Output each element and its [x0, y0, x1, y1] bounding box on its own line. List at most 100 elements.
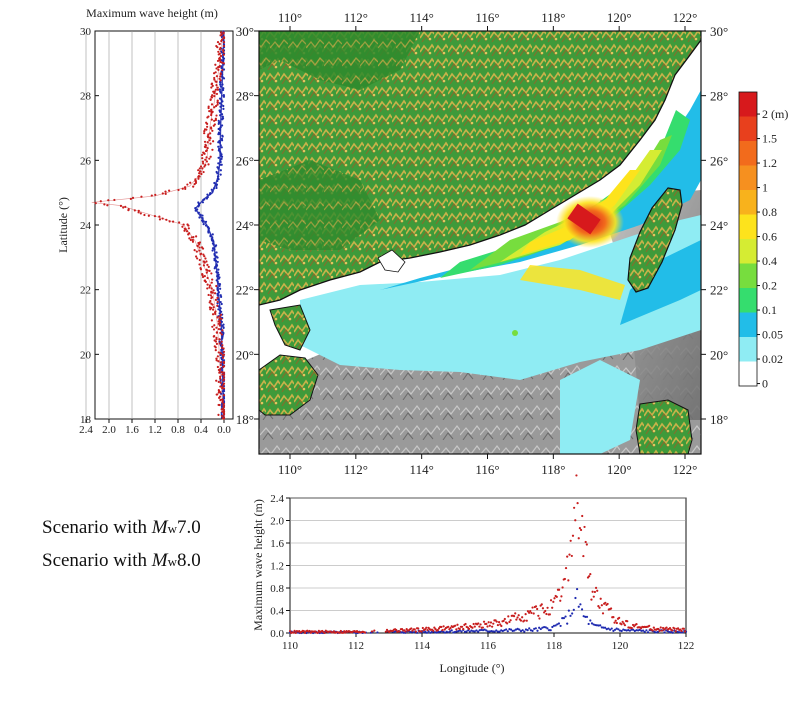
- bottom-data-point: [487, 621, 490, 624]
- bottom-data-point: [604, 626, 607, 629]
- bottom-data-point: [585, 543, 588, 546]
- left-data-point: [213, 292, 217, 295]
- bottom-data-point: [450, 629, 453, 632]
- left-data-point: [203, 279, 207, 282]
- left-data-point: [203, 130, 206, 133]
- left-data-point: [211, 247, 215, 250]
- bottom-data-point: [509, 619, 512, 622]
- bottom-data-point: [577, 605, 580, 608]
- left-data-point: [215, 114, 218, 117]
- bottom-data-point: [590, 598, 593, 601]
- bottom-y-tick-label: 2.0: [270, 516, 284, 528]
- left-data-point: [219, 31, 223, 34]
- left-data-point: [204, 257, 207, 260]
- left-data-point: [195, 255, 198, 258]
- left-data-point: [209, 142, 212, 145]
- bottom-data-point: [531, 606, 534, 609]
- left-data-point: [222, 104, 225, 108]
- bottom-panel-xlabel: Longitude (°): [439, 661, 504, 675]
- bottom-data-point: [523, 630, 526, 633]
- bottom-data-point: [501, 629, 504, 633]
- left-data-point: [147, 214, 150, 217]
- left-data-point: [218, 403, 221, 407]
- left-data-point: [220, 340, 223, 343]
- bottom-data-point: [460, 630, 463, 633]
- bottom-data-point: [444, 631, 447, 634]
- bottom-data-point: [401, 631, 404, 634]
- left-data-point: [221, 344, 224, 347]
- left-series-line: [91, 30, 225, 420]
- bottom-data-point: [516, 627, 519, 630]
- left-data-point: [218, 42, 221, 46]
- left-data-point: [209, 155, 212, 158]
- left-data-point: [211, 313, 215, 316]
- bottom-data-point: [569, 614, 572, 617]
- left-data-point: [210, 103, 214, 106]
- bottom-data-point: [490, 630, 493, 633]
- left-data-point: [218, 109, 221, 112]
- left-data-point: [215, 342, 219, 345]
- left-data-point: [201, 160, 205, 163]
- bottom-data-point: [574, 519, 577, 522]
- left-data-point: [202, 151, 205, 154]
- colorbar-swatch: [739, 312, 757, 337]
- left-data-point: [207, 105, 210, 108]
- left-data-point: [215, 336, 218, 339]
- bottom-data-point: [594, 586, 598, 589]
- bottom-data-point: [499, 623, 502, 626]
- left-y-tick-label: 18: [80, 414, 92, 426]
- bottom-data-point: [609, 628, 612, 631]
- map-left-tick-label: 22°: [236, 283, 254, 298]
- left-data-point: [220, 124, 224, 127]
- bottom-x-tick-label: 120: [612, 640, 629, 652]
- bottom-data-point: [609, 607, 613, 610]
- bottom-data-point: [464, 622, 467, 626]
- left-data-point: [216, 300, 219, 304]
- bottom-data-point: [555, 595, 558, 598]
- bottom-data-point: [413, 628, 416, 631]
- bottom-data-point: [496, 630, 499, 633]
- bottom-data-point: [651, 629, 654, 632]
- colorbar-label: 2 (m): [762, 107, 788, 121]
- bottom-data-point: [491, 625, 494, 628]
- bottom-data-point: [671, 631, 674, 634]
- bottom-data-point: [526, 629, 529, 632]
- colorbar-swatch: [739, 141, 757, 166]
- left-data-point: [219, 300, 222, 304]
- left-data-point: [217, 328, 221, 331]
- left-data-point: [221, 331, 224, 334]
- left-data-point: [199, 165, 203, 168]
- bottom-data-point: [635, 622, 638, 626]
- bottom-data-point: [292, 631, 295, 634]
- left-data-point: [216, 365, 219, 369]
- map-left-tick-label: 20°: [236, 347, 254, 362]
- bottom-data-point: [486, 630, 490, 633]
- bottom-data-point: [467, 627, 471, 630]
- left-data-point: [213, 339, 216, 342]
- left-data-point: [218, 284, 221, 287]
- left-data-point: [218, 324, 221, 327]
- left-data-point: [217, 360, 220, 363]
- bottom-x-tick-label: 110: [282, 640, 299, 652]
- bottom-data-point: [618, 616, 621, 619]
- left-data-point: [203, 140, 207, 143]
- left-data-point: [219, 75, 222, 78]
- left-data-point: [189, 238, 192, 242]
- left-data-point: [188, 237, 191, 240]
- bottom-profile-chart: 0.0 0.4 0.8 1.2 1.6 2.0 2.4 110 112 114 116 118 120 1…: [270, 474, 694, 652]
- bottom-data-point: [529, 629, 533, 632]
- bottom-data-point: [445, 630, 448, 633]
- bottom-data-point: [434, 631, 437, 634]
- bottom-data-point: [526, 610, 530, 613]
- left-data-point: [216, 103, 219, 106]
- bottom-data-point: [512, 614, 516, 618]
- tsunami-map: [259, 31, 701, 454]
- left-y-tick-label: 26: [80, 155, 92, 167]
- map-left-tick-label: 28°: [236, 89, 254, 104]
- left-data-point: [214, 349, 217, 352]
- left-data-point: [211, 129, 214, 132]
- left-data-point: [220, 295, 223, 298]
- bottom-data-point: [496, 623, 499, 627]
- bottom-data-point: [538, 617, 541, 620]
- left-data-point: [186, 183, 189, 186]
